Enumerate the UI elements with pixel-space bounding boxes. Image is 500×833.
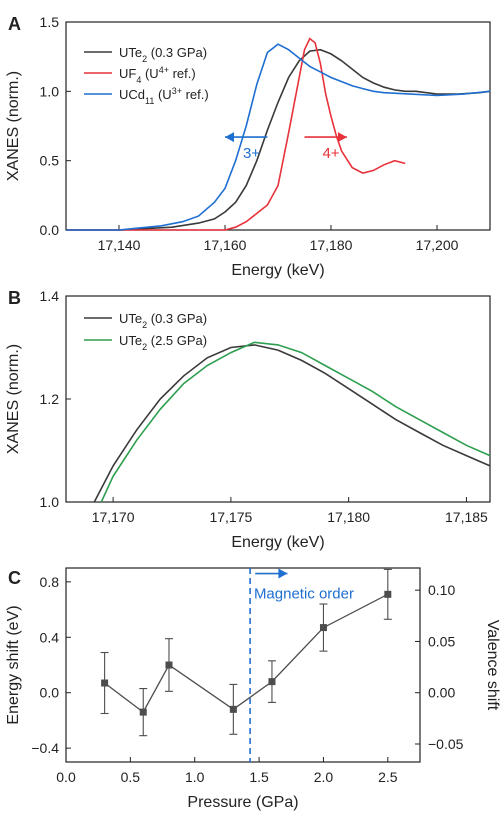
legend-label: UTe2 (0.3 GPa) [119,45,207,64]
plot-frame [65,295,491,503]
y-axis-label: XANES (norm.) [5,344,22,454]
x-tick-label: 0.0 [56,769,76,785]
y-tick-label: 0.8 [40,574,60,590]
data-point [384,590,392,598]
x-tick-label: 17,180 [310,237,353,253]
series-line [66,48,491,231]
legend-label: UF4 (U4+ ref.) [119,65,196,85]
series-line [66,37,406,231]
legend-label: UCd11 (U3+ ref.) [119,86,209,106]
series-line [104,593,389,714]
y-axis-label: XANES (norm.) [5,71,22,181]
right-tick-label: −0.05 [428,736,464,752]
data-point [319,624,327,632]
series-line [100,341,490,502]
valence-arrow-head [337,132,347,143]
annotation-label: Magnetic order [254,585,354,602]
panel-a: A 17,140 17,160 17,180 17,200 0.0 0.5 1.0 1.5 Ene… [5,14,491,279]
annotation-label: 3+ [243,145,260,162]
plot-frame [65,567,421,763]
y-tick-label: 1.0 [40,494,60,510]
series-line [66,43,491,231]
x-tick-label: 17,185 [445,509,488,525]
x-tick-label: 17,175 [209,509,252,525]
series-line [93,344,490,502]
magnetic-order-arrow-head [278,568,288,579]
y-tick-label: 1.4 [40,288,60,304]
x-tick-label: 1.5 [249,769,269,785]
panel-c: C 0.0 0.5 1.0 1.5 2.0 2.5 −0.4 0.0 0.4 0.8 Pressure… [5,567,500,811]
panel-label: B [8,288,21,308]
y-tick-label: 1.5 [40,14,60,30]
x-tick-label: 17,140 [98,237,141,253]
legend-label: UTe2 (2.5 GPa) [119,333,207,352]
x-tick-label: 17,160 [204,237,247,253]
x-tick-label: 17,180 [327,509,370,525]
right-tick-label: 0.00 [428,685,455,701]
x-tick-label: 1.0 [185,769,205,785]
x-axis-label: Energy (keV) [231,262,324,279]
data-point [229,705,237,713]
y-tick-label: 1.0 [40,83,60,99]
x-tick-label: 2.0 [314,769,334,785]
panel-label: C [8,568,21,588]
data-point [268,678,276,686]
data-point [139,708,147,716]
y-tick-label: 0.4 [40,629,60,645]
x-axis-label: Pressure (GPa) [187,794,298,811]
panel-b: B 17,170 17,175 17,180 17,185 1.0 1.2 1.4 Energy… [5,288,491,551]
y-tick-label: 0.0 [40,222,60,238]
x-axis-label: Energy (keV) [231,534,324,551]
x-tick-label: 0.5 [121,769,141,785]
y-axis-label: Energy shift (eV) [5,605,22,724]
x-tick-label: 17,200 [416,237,459,253]
y-tick-label: 0.0 [40,685,60,701]
right-tick-label: 0.05 [428,633,455,649]
series-group [93,341,490,502]
panel-label: A [8,14,21,34]
right-tick-label: 0.10 [428,582,455,598]
y-tick-label: 1.2 [40,391,60,407]
right-axis-label: Valence shift [484,620,500,711]
x-tick-label: 2.5 [378,769,398,785]
legend-label: UTe2 (0.3 GPa) [119,311,207,330]
annotation-label: 4+ [322,145,339,162]
data-point [165,661,173,669]
valence-arrow-head [225,132,234,143]
y-tick-label: 0.5 [40,153,60,169]
y-tick-label: −0.4 [31,740,59,756]
x-tick-label: 17,170 [92,509,135,525]
plot-frame [65,21,491,231]
data-point [101,679,109,687]
